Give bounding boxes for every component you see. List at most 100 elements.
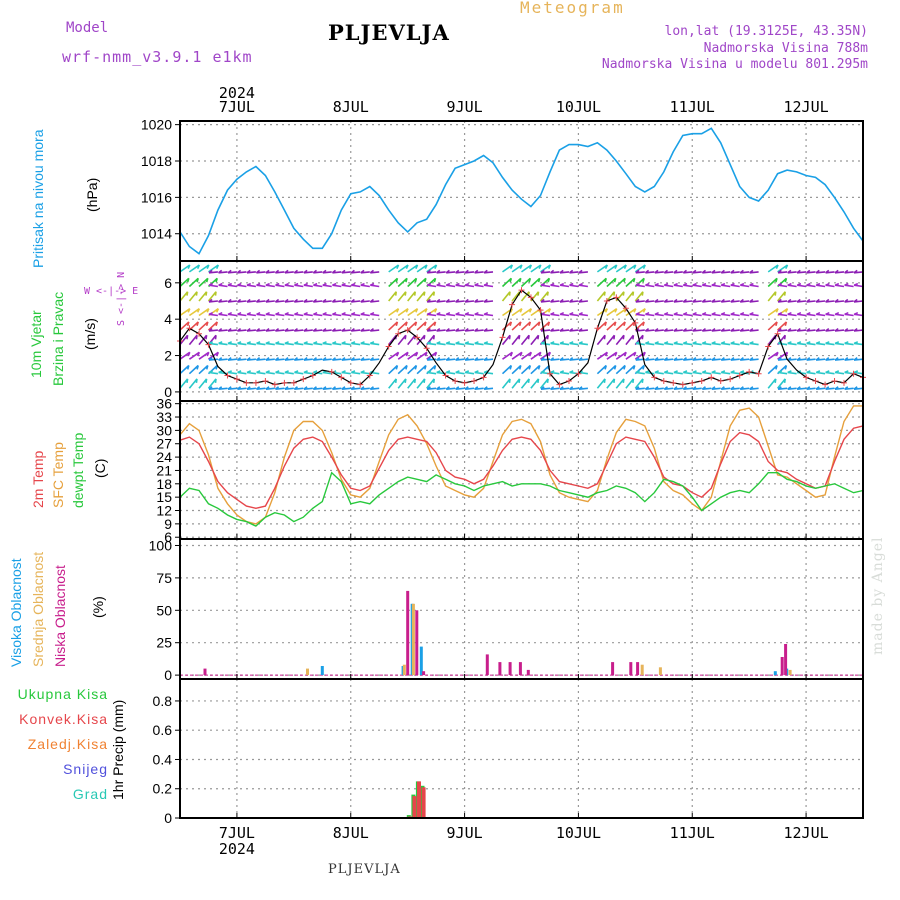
wind-arrow [388, 308, 399, 317]
wind-arrow-head [559, 282, 565, 286]
wind-arrow [426, 321, 437, 331]
y-tick-label: 0.8 [153, 693, 173, 709]
wind-arrow-head [787, 370, 792, 374]
wind-arrow-head [423, 335, 426, 340]
wind-arrow-head [682, 311, 688, 316]
wind-arrow-head [360, 282, 365, 286]
wind-speed-marker [357, 381, 364, 388]
wind-arrow-head [455, 311, 460, 316]
wind-arrow-head [834, 327, 839, 332]
wind-arrow-head [787, 386, 792, 390]
wind-arrow-head [483, 282, 489, 286]
wind-arrow [407, 308, 418, 317]
wind-arrow-head [436, 386, 441, 390]
wind-speed-marker [385, 343, 392, 350]
wind-arrow-head [720, 370, 726, 374]
year-label-top: 2024 [219, 84, 255, 102]
wind-arrow-head [303, 298, 308, 303]
wind-arrow [179, 378, 189, 389]
wind-arrow-head [635, 269, 640, 274]
wind-arrow-head [426, 311, 432, 316]
x-tick-label-bottom: 12JUL [784, 824, 829, 842]
wind-arrow-head [445, 341, 451, 345]
panel-frame [179, 678, 864, 819]
wind-arrow [767, 291, 777, 302]
wind-speed-marker [262, 378, 269, 384]
wind-speed-marker [632, 319, 639, 326]
wind-speed-marker [594, 325, 601, 332]
wind-arrow-head [483, 357, 488, 361]
wind-arrow-head [663, 269, 668, 274]
wind-arrow [188, 364, 199, 375]
wind-arrow-head [265, 386, 270, 390]
wind-arrow-head [394, 291, 397, 296]
wind-arrow-head [692, 327, 697, 332]
wind-arrow-head [369, 282, 375, 286]
wind-arrow-head [578, 282, 583, 286]
wind-arrow-head [215, 365, 218, 370]
wind-arrow-head [424, 278, 427, 283]
wind-speed-marker [442, 372, 449, 379]
wind-arrow-head [547, 278, 551, 283]
wind-arrow-head [215, 264, 220, 270]
wind-arrow-head [537, 365, 541, 370]
wind-arrow-head [673, 370, 678, 374]
wind-arrow-head [682, 357, 687, 361]
wind-arrow [388, 321, 398, 331]
wind-arrow-head [218, 357, 223, 361]
high-cloud-label: Visoka Oblacnost [8, 558, 24, 667]
wind-arrow [596, 291, 606, 302]
wind-arrow-head [436, 357, 441, 361]
wind-arrow-head [569, 386, 574, 390]
wind-arrow-head [350, 269, 355, 274]
wind-arrow-head [227, 311, 233, 316]
wind-arrow-head [663, 357, 668, 361]
wind-arrow [511, 351, 523, 360]
wind-arrow [416, 378, 426, 389]
wind-arrow-head [369, 298, 374, 303]
wind-arrow-head [623, 264, 627, 270]
wind-arrow-head [415, 351, 419, 357]
wind-speed-marker [803, 374, 810, 381]
wind-arrow [256, 284, 266, 288]
wind-speed-marker [698, 378, 705, 384]
wind-arrow-head [414, 321, 418, 327]
cloud-bar [508, 662, 512, 676]
wind-arrow-head [645, 341, 650, 345]
wind-arrow-head [455, 341, 460, 345]
wind-arrow-head [642, 365, 645, 370]
cloud-bar [498, 662, 502, 676]
wind-arrow [615, 364, 626, 375]
wind-arrow-head [246, 282, 252, 286]
wind-arrow-head [559, 269, 564, 274]
wind-speed-marker [233, 376, 240, 383]
wind-arrow-head [313, 370, 318, 374]
wind-arrow-head [749, 298, 754, 303]
wind-speed-marker [651, 374, 658, 381]
wind-arrow-head [519, 264, 523, 270]
wind-arrow-head [613, 291, 616, 296]
cloud-bar [784, 644, 788, 676]
wind-arrow-head [426, 282, 432, 286]
wind-arrow-head [332, 341, 337, 345]
elevation-info: Nadmorska Visina 788m [703, 41, 868, 56]
wind-arrow [625, 364, 636, 375]
wind-arrow-head [474, 269, 479, 274]
wind-arrow-head [508, 291, 511, 296]
wind-arrow-head [303, 311, 308, 316]
wind-arrow-head [749, 311, 754, 316]
page-title: PLJEVLJA [328, 20, 450, 45]
wind-arrow [502, 351, 513, 360]
wind-arrow [207, 321, 218, 331]
wind-arrow-head [641, 378, 644, 384]
wind-arrow-head [208, 370, 214, 374]
wind-arrow-head [844, 269, 849, 274]
wind-arrow-head [642, 321, 645, 327]
wind-arrow-head [578, 327, 583, 332]
cloud-bar [518, 662, 522, 676]
wind-arrow-head [613, 378, 616, 383]
wind-arrow [634, 351, 646, 360]
wind-arrow-head [654, 341, 659, 345]
wind-arrow-head [739, 282, 745, 286]
wind-arrow-head [413, 378, 416, 383]
